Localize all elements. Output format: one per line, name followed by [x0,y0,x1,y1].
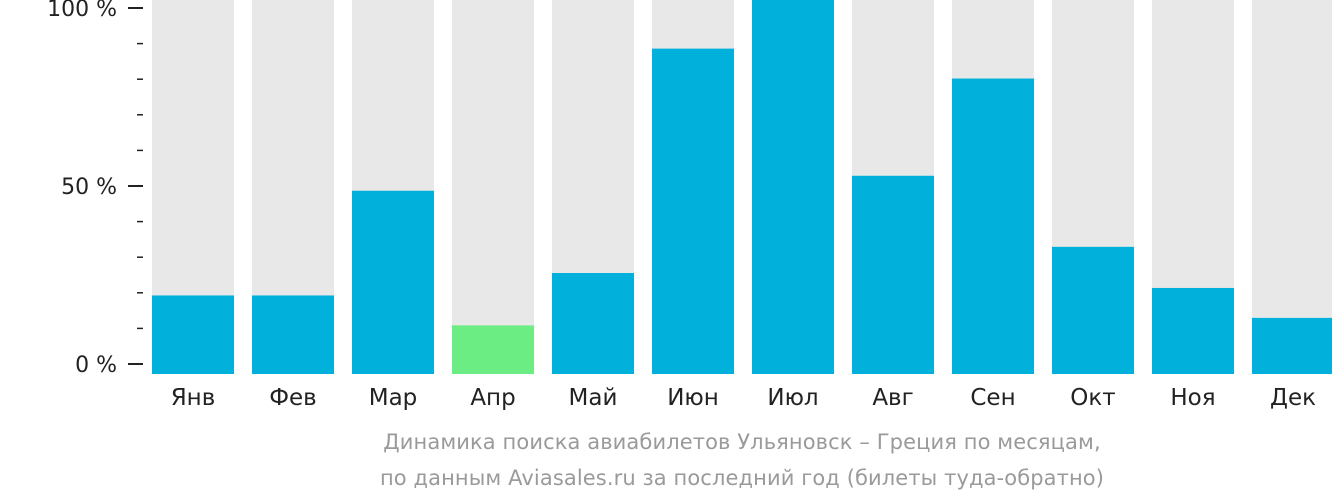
bar-9[interactable] [952,78,1034,374]
bar-5[interactable] [552,273,634,374]
bars-group [152,0,1332,375]
bar-11[interactable] [1152,287,1234,374]
bar-2[interactable] [252,295,334,374]
chart-caption-line-2: по данным Aviasales.ru за последний год … [379,466,1105,490]
bar-3[interactable] [352,190,434,374]
y-tick-label: 100 % [47,0,117,22]
bar-4[interactable] [452,325,534,374]
bar-10[interactable] [1052,246,1134,374]
y-tick-label: 50 % [61,175,117,200]
bar-8[interactable] [852,175,934,374]
bar-1[interactable] [152,295,234,374]
x-tick-label: Июн [667,385,719,411]
x-tick-label: Июл [767,385,818,411]
x-tick-label: Сен [970,385,1015,411]
bar-12[interactable] [1252,317,1332,374]
bar-background [1252,0,1332,374]
x-tick-label: Янв [171,385,216,411]
x-axis-labels: Янв Фев Мар Апр Май Июн Июл Авг Сен Окт Ноя Дек [171,385,1316,411]
bar-6[interactable] [652,48,734,375]
x-tick-label: Дек [1270,385,1316,411]
bar-background [452,0,534,374]
bar-7[interactable] [752,0,834,374]
x-tick-label: Авг [872,385,913,411]
y-tick-label: 0 % [75,353,117,378]
x-tick-label: Окт [1070,385,1115,411]
y-axis: 0 % 50 % 100 % [47,0,143,378]
x-tick-label: Май [569,385,618,411]
x-tick-label: Апр [470,385,515,411]
x-tick-label: Фев [269,385,317,411]
x-tick-label: Мар [369,385,418,411]
chart-caption-line-1: Динамика поиска авиабилетов Ульяновск – … [383,430,1101,454]
x-tick-label: Ноя [1170,385,1215,411]
